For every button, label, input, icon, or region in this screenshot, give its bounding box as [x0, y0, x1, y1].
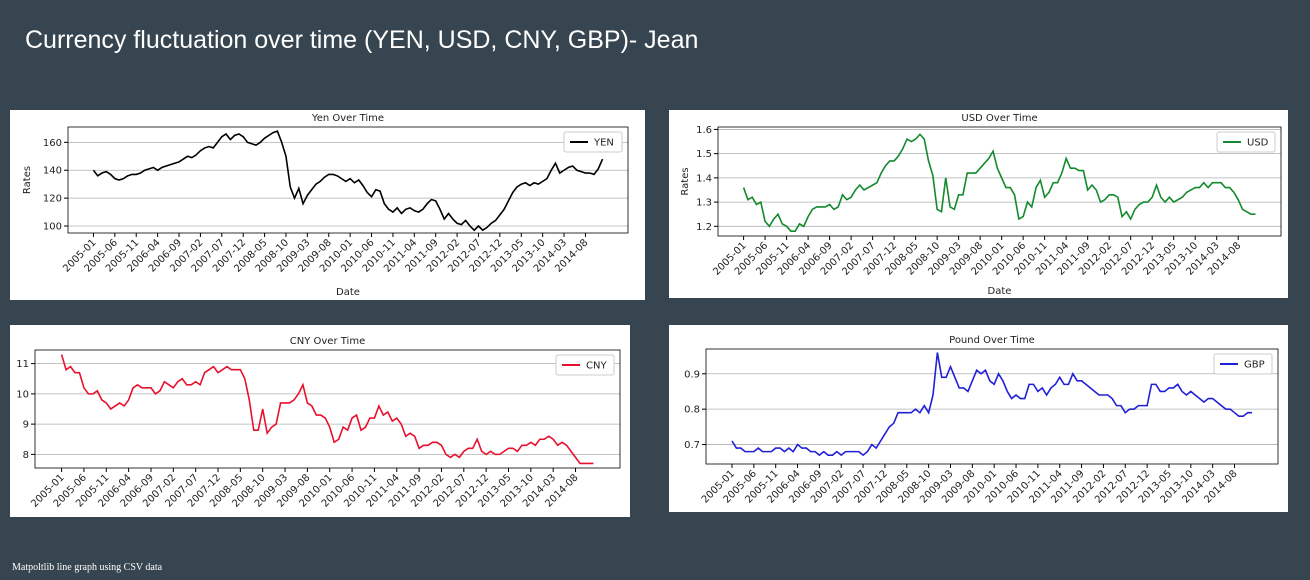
y-tick-label: 1.4: [696, 173, 712, 184]
legend-box: [563, 131, 623, 153]
y-tick-label: 8: [23, 450, 29, 461]
chart-title: Yen Over Time: [311, 113, 384, 124]
y-tick-label: 0.7: [684, 440, 700, 451]
panel-background: [669, 325, 1288, 512]
chart-panel: 1001201401602005-012005-062005-112006-04…: [10, 110, 645, 300]
y-tick-label: 1.6: [696, 125, 712, 136]
legend-label: USD: [1247, 138, 1269, 149]
chart-panel: 1.21.31.41.51.62005-012005-062005-112006…: [669, 110, 1288, 298]
plot-frame: [34, 349, 621, 469]
y-tick-label: 140: [43, 166, 62, 177]
legend-label: YEN: [593, 138, 614, 149]
y-axis-label: Rates: [22, 166, 33, 194]
legend-label: CNY: [586, 361, 607, 372]
chart-title: USD Over Time: [961, 113, 1037, 124]
y-tick-label: 1.3: [696, 198, 712, 209]
plot-frame: [705, 348, 1279, 465]
x-axis-label: Date: [336, 287, 360, 298]
y-tick-label: 10: [16, 389, 29, 400]
y-axis-label: Rates: [680, 167, 691, 195]
legend-box: [555, 354, 615, 376]
legend-box: [1213, 353, 1273, 375]
y-tick-label: 11: [16, 359, 29, 370]
panel-background: [10, 110, 645, 300]
x-axis-label: Date: [988, 286, 1012, 297]
y-tick-label: 0.8: [684, 405, 700, 416]
series-line: [742, 133, 1256, 232]
series-line: [92, 130, 604, 232]
slide-title: Currency fluctuation over time (YEN, USD…: [25, 26, 698, 54]
chart-panel: 8910112005-012005-062005-112006-042006-0…: [10, 325, 630, 517]
y-tick-label: 100: [43, 222, 62, 233]
plot-frame: [717, 126, 1282, 237]
plot-frame: [67, 126, 629, 234]
y-tick-label: 0.9: [684, 369, 700, 380]
y-tick-label: 120: [43, 194, 62, 205]
y-tick-label: 160: [43, 138, 62, 149]
panel-background: [669, 110, 1288, 298]
legend-label: GBP: [1244, 360, 1265, 371]
chart-title: Pound Over Time: [949, 335, 1035, 346]
series-line: [731, 352, 1252, 457]
chart-panel: 0.70.80.92005-012005-062005-112006-04200…: [669, 325, 1288, 512]
series-line: [60, 354, 594, 465]
y-tick-label: 9: [23, 420, 29, 431]
footnote: Matpoltlib line graph using CSV data: [12, 562, 163, 573]
chart-title: CNY Over Time: [290, 336, 365, 347]
y-tick-label: 1.5: [696, 149, 712, 160]
y-tick-label: 1.2: [696, 222, 712, 233]
panel-background: [10, 325, 630, 517]
legend-box: [1216, 131, 1276, 153]
